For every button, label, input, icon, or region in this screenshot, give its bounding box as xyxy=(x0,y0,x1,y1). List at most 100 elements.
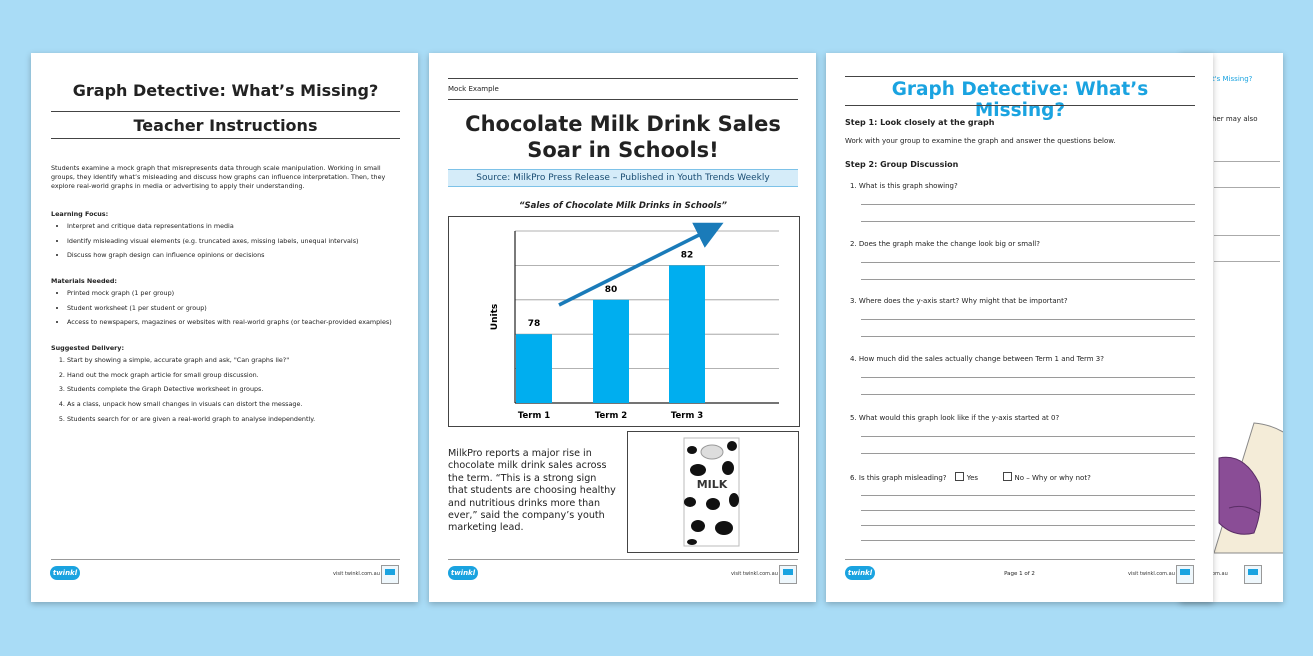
footer-url: visit twinkl.com.au xyxy=(1128,571,1175,577)
answer-line[interactable] xyxy=(861,540,1195,541)
footer-divider xyxy=(51,559,400,560)
question-2: 2. Does the graph make the change look b… xyxy=(850,240,1040,248)
award-badge-icon xyxy=(1244,565,1262,584)
delivery-list: Start by showing a simple, accurate grap… xyxy=(51,356,401,424)
chart-bars: 78 Term 1 80 Term 2 82 Term 3 xyxy=(516,250,705,421)
headline-line-2: Soar in Schools! xyxy=(527,138,719,162)
answer-line[interactable] xyxy=(861,453,1195,454)
category-label: Term 1 xyxy=(518,411,550,421)
answer-line xyxy=(1214,187,1280,188)
divider xyxy=(51,138,400,139)
answer-line[interactable] xyxy=(861,510,1195,511)
list-item: Start by showing a simple, accurate grap… xyxy=(67,356,401,365)
divider xyxy=(448,78,798,79)
twinkl-logo: twinkl xyxy=(448,566,478,580)
award-badge-icon xyxy=(1176,565,1194,584)
award-badge-icon xyxy=(381,565,399,584)
divider xyxy=(845,105,1195,106)
answer-line[interactable] xyxy=(861,495,1195,496)
list-item: Interpret and critique data representati… xyxy=(67,222,401,231)
answer-line[interactable] xyxy=(861,436,1195,437)
article-headline: Chocolate Milk Drink Sales Soar in Schoo… xyxy=(448,111,798,163)
answer-line xyxy=(1214,235,1280,236)
y-axis-label: Units xyxy=(490,304,500,330)
list-item: Hand out the mock graph article for smal… xyxy=(67,371,401,380)
bar-2 xyxy=(593,299,629,403)
divider xyxy=(845,76,1195,77)
step-1-heading: Step 1: Look closely at the graph xyxy=(845,118,995,127)
delivery-heading: Suggested Delivery: xyxy=(51,343,125,352)
chart-title: “Sales of Chocolate Milk Drinks in Schoo… xyxy=(518,201,727,211)
no-label: No – Why or why not? xyxy=(1014,474,1091,482)
mock-article-page: Mock Example Chocolate Milk Drink Sales … xyxy=(429,53,816,602)
page-title: Graph Detective: What’s Missing? xyxy=(72,81,379,100)
source-bar: Source: MilkPro Press Release – Publishe… xyxy=(448,169,798,187)
intro-paragraph: Students examine a mock graph that misre… xyxy=(51,164,386,191)
yes-checkbox[interactable] xyxy=(954,472,964,481)
answer-line[interactable] xyxy=(861,262,1195,263)
yes-label: Yes xyxy=(966,474,979,482)
divider xyxy=(51,111,400,112)
page-subtitle: Teacher Instructions xyxy=(133,116,318,135)
twinkl-logo: twinkl xyxy=(50,566,80,580)
mock-label: Mock Example xyxy=(448,85,499,93)
footer-url: visit twinkl.com.au xyxy=(731,571,778,577)
category-label: Term 2 xyxy=(595,411,627,421)
question-5: 5. What would this graph look like if th… xyxy=(850,414,1060,422)
bar-3 xyxy=(669,265,705,403)
step-2-heading: Step 2: Group Discussion xyxy=(845,160,959,169)
question-4: 4. How much did the sales actually chang… xyxy=(850,355,1104,363)
list-item: Students search for or are given a real-… xyxy=(67,415,401,424)
answer-line[interactable] xyxy=(861,336,1195,337)
bar-chart: 78 Term 1 80 Term 2 82 Term 3 Units xyxy=(490,222,779,421)
list-item: Printed mock graph (1 per group) xyxy=(67,289,401,298)
list-item: Identify misleading visual elements (e.g… xyxy=(67,237,401,246)
answer-line xyxy=(1214,261,1280,262)
teacher-instructions-page: Graph Detective: What’s Missing? Teacher… xyxy=(31,53,418,602)
answer-line[interactable] xyxy=(861,525,1195,526)
footer-divider xyxy=(845,559,1195,560)
chart-grid xyxy=(514,230,779,404)
category-label: Term 3 xyxy=(671,411,703,421)
footer-url: om.au xyxy=(1212,571,1228,577)
learning-focus-list: Interpret and critique data representati… xyxy=(51,222,401,261)
page4-text-fragment: her may also xyxy=(1212,115,1258,123)
answer-line[interactable] xyxy=(861,221,1195,222)
answer-line[interactable] xyxy=(861,377,1195,378)
illustration-person xyxy=(1214,422,1283,554)
learning-focus-heading: Learning Focus: xyxy=(51,209,109,218)
list-item: Access to newspapers, magazines or websi… xyxy=(67,318,401,327)
article-text: MilkPro reports a major rise in chocolat… xyxy=(448,448,616,534)
answer-line[interactable] xyxy=(861,394,1195,395)
twinkl-logo: twinkl xyxy=(845,566,875,580)
bar-value-label: 80 xyxy=(605,285,618,295)
page4-title-fragment: t's Missing? xyxy=(1212,75,1253,83)
milk-carton-icon: MILK xyxy=(683,437,740,547)
milk-carton-image: MILK xyxy=(627,431,799,553)
bar-1 xyxy=(516,334,552,403)
question-6: 6. Is this graph misleading? Yes No – Wh… xyxy=(850,472,1091,482)
worksheet-title: Graph Detective: What’s Missing? xyxy=(891,79,1149,121)
footer-divider xyxy=(448,559,798,560)
trend-arrow xyxy=(558,222,724,307)
list-item: As a class, unpack how small changes in … xyxy=(67,400,401,409)
footer-url: visit twinkl.com.au xyxy=(333,571,380,577)
bar-value-label: 78 xyxy=(528,319,541,329)
answer-line xyxy=(1214,161,1280,162)
no-checkbox[interactable] xyxy=(1002,472,1012,481)
question-6-text: 6. Is this graph misleading? xyxy=(850,474,947,482)
materials-list: Printed mock graph (1 per group) Student… xyxy=(51,289,401,328)
answer-line[interactable] xyxy=(861,319,1195,320)
step-1-text: Work with your group to examine the grap… xyxy=(845,137,1116,145)
list-item: Student worksheet (1 per student or grou… xyxy=(67,304,401,313)
page-number: Page 1 of 2 xyxy=(1004,571,1035,577)
headline-line-1: Chocolate Milk Drink Sales xyxy=(465,112,781,136)
instructions-body: Students examine a mock graph that misre… xyxy=(51,164,401,430)
student-worksheet-page: Graph Detective: What’s Missing? Step 1:… xyxy=(826,53,1213,602)
answer-line[interactable] xyxy=(861,204,1195,205)
answer-line[interactable] xyxy=(861,279,1195,280)
list-item: Students complete the Graph Detective wo… xyxy=(67,385,401,394)
divider xyxy=(448,99,798,100)
list-item: Discuss how graph design can influence o… xyxy=(67,251,401,260)
question-1: 1. What is this graph showing? xyxy=(850,182,958,190)
